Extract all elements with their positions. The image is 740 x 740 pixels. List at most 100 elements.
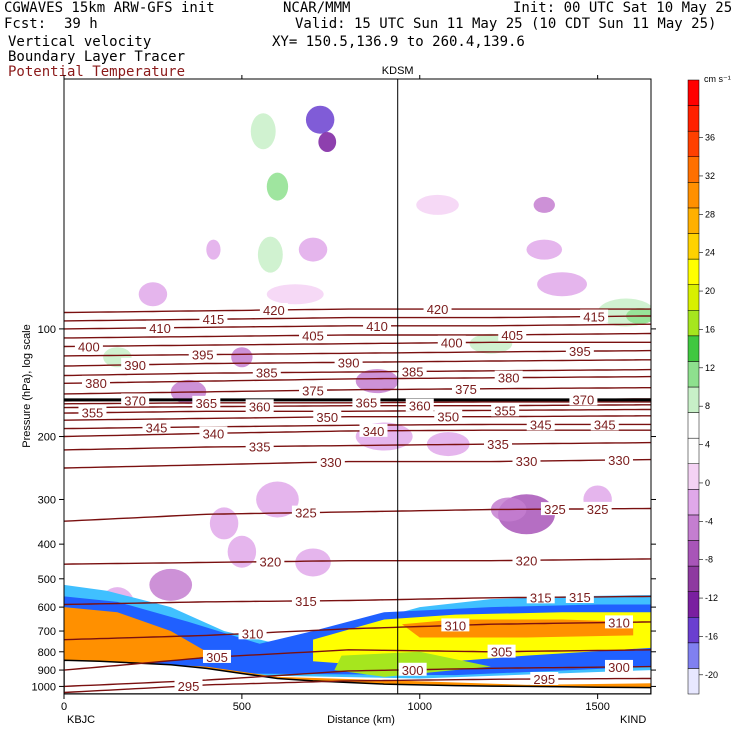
velocity-blob (318, 131, 337, 152)
theta-label: 305 (206, 650, 228, 665)
theta-label-bg (142, 420, 171, 434)
theta-label-bg (316, 454, 345, 468)
colorbar-swatch (687, 335, 700, 362)
theta-label-bg (121, 393, 150, 407)
theta-label-bg (569, 392, 598, 406)
theta-label: 340 (203, 426, 225, 441)
theta-label: 395 (192, 348, 214, 363)
theta-label: 385 (256, 366, 278, 381)
theta-label-bg (291, 505, 320, 519)
velocity-blob (398, 300, 427, 325)
theta-label-bg (491, 403, 520, 417)
theta-label-bg (540, 502, 569, 516)
theta-label: 350 (316, 410, 338, 425)
x-tick-label: 1000 (408, 701, 432, 713)
theta-label: 340 (363, 424, 385, 439)
theta-label: 410 (149, 321, 171, 336)
colorbar-swatch (687, 463, 700, 490)
y-tick-label: 600 (38, 602, 56, 614)
theta-label-bg (238, 626, 267, 640)
theta-contour-375 (64, 387, 651, 395)
colorbar-swatch (687, 642, 700, 669)
colorbar-label: 24 (705, 248, 715, 258)
theta-label-bg (78, 405, 107, 419)
theta-label-bg (199, 426, 228, 440)
colorbar-swatch (687, 156, 700, 183)
theta-label: 345 (146, 420, 168, 435)
theta-label: 345 (530, 417, 552, 432)
colorbar-label: 32 (705, 171, 715, 181)
theta-label: 415 (203, 312, 225, 327)
colorbar-swatch (687, 514, 700, 541)
y-tick-label: 300 (38, 494, 56, 506)
colorbar-swatch (687, 386, 700, 413)
theta-contour-355 (64, 408, 651, 414)
model-title: CGWAVES 15km ARW-GFS init (4, 0, 215, 16)
theta-label: 305 (491, 645, 513, 660)
theta-label: 300 (402, 663, 424, 678)
colorbar-swatch (687, 591, 700, 618)
velocity-blob (257, 236, 283, 273)
velocity-blob (441, 139, 470, 164)
theta-label-bg (580, 309, 609, 323)
theta-label: 360 (249, 399, 271, 414)
colorbar-swatch (687, 130, 700, 158)
theta-label-bg (604, 615, 633, 629)
velocity-blob (138, 282, 168, 307)
colorbar-label: -8 (705, 555, 713, 565)
y-tick-label: 100 (38, 324, 56, 336)
theta-label-bg (313, 409, 342, 423)
velocity-blob (345, 261, 388, 286)
theta-label-bg (498, 327, 527, 341)
y-axis-label: Pressure (hPa), log scale (21, 324, 33, 448)
theta-label-bg (487, 644, 516, 658)
colorbar-swatch (687, 182, 700, 209)
theta-label: 330 (608, 453, 630, 468)
colorbar-swatch (687, 668, 700, 695)
velocity-blob (416, 194, 459, 215)
theta-contour-385 (64, 368, 651, 377)
theta-label: 315 (569, 590, 591, 605)
y-tick-label: 1000 (32, 681, 56, 693)
theta-label: 335 (487, 437, 509, 452)
y-tick-label: 500 (38, 574, 56, 586)
fcst-value: 39 h (64, 16, 98, 32)
theta-label-bg (291, 593, 320, 607)
theta-label-bg (174, 678, 203, 692)
velocity-blob (373, 151, 395, 180)
velocity-blob (355, 369, 399, 394)
theta-label-bg (252, 365, 281, 379)
theta-label: 405 (501, 328, 523, 343)
theta-label-bg (245, 439, 274, 453)
velocity-blob (206, 239, 221, 260)
y-tick-label: 800 (38, 647, 56, 659)
station-marker-label: KDSM (382, 65, 414, 77)
left-endpoint-label: KBJC (67, 714, 95, 726)
colorbar-label: -12 (705, 593, 718, 603)
theta-label-bg (192, 395, 221, 409)
colorbar-label: -16 (705, 631, 718, 641)
fcst-label: Fcst: (4, 16, 47, 32)
theta-contour-305 (64, 649, 651, 671)
colorbar-swatch (687, 310, 700, 337)
theta-label-bg (74, 339, 103, 353)
theta-label: 390 (338, 355, 360, 370)
velocity-blob (458, 263, 488, 284)
colorbar-swatch (687, 489, 700, 516)
y-tick-label: 700 (38, 626, 56, 638)
velocity-blob (305, 105, 335, 134)
theta-label-bg (352, 395, 381, 409)
velocity-blob (533, 196, 555, 213)
theta-label: 415 (583, 310, 605, 325)
theta-label-bg (245, 399, 274, 413)
theta-label: 395 (569, 344, 591, 359)
colorbar-label: -4 (705, 516, 713, 526)
theta-label-bg (434, 409, 463, 423)
theta-label-bg (299, 328, 328, 342)
theta-label-bg (494, 370, 523, 384)
colorbar-label: 8 (705, 401, 710, 411)
theta-label: 375 (455, 382, 477, 397)
theta-contour-380 (64, 375, 651, 384)
theta-contour-395 (64, 349, 651, 357)
theta-label: 325 (544, 502, 566, 517)
